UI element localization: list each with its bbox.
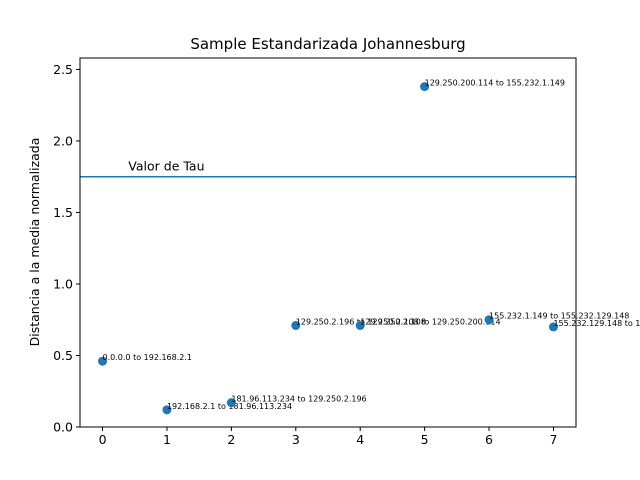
threshold-label: Valor de Tau — [128, 159, 204, 174]
y-tick-label-3: 1.5 — [53, 205, 73, 220]
point-label-4: 129.250.2.108 to 129.250.200.114 — [360, 317, 500, 326]
x-tick-label-4: 4 — [356, 432, 364, 447]
data-point-1 — [162, 405, 172, 415]
x-tick-label-2: 2 — [227, 432, 235, 447]
x-tick-label-1: 1 — [163, 432, 171, 447]
point-label-5: 129.250.200.114 to 155.232.1.149 — [425, 79, 565, 88]
x-tick-label-0: 0 — [99, 432, 107, 447]
data-point-0 — [98, 356, 108, 366]
chart-title: Sample Estandarizada Johannesburg — [190, 35, 465, 53]
y-axis-label: Distancia a la media normalizada — [27, 138, 42, 347]
data-point-7 — [548, 322, 558, 332]
x-tick-label-5: 5 — [421, 432, 429, 447]
y-tick-label-2: 1.0 — [53, 276, 73, 291]
data-point-5 — [420, 82, 430, 92]
point-label-2: 181.96.113.234 to 129.250.2.196 — [231, 395, 366, 404]
y-tick-label-5: 2.5 — [53, 62, 73, 77]
plot-frame — [79, 57, 577, 428]
y-tick-label-4: 2.0 — [53, 133, 73, 148]
x-tick-label-7: 7 — [549, 432, 557, 447]
y-tick-label-1: 0.5 — [53, 348, 73, 363]
point-label-6: 155.232.1.149 to 155.232.129.148 — [489, 312, 629, 321]
data-point-2 — [226, 398, 236, 408]
data-point-3 — [291, 320, 301, 330]
data-point-4 — [355, 320, 365, 330]
y-tick-label-0: 0.0 — [53, 420, 73, 435]
x-tick-label-3: 3 — [292, 432, 300, 447]
x-tick-label-6: 6 — [485, 432, 493, 447]
point-label-7: 155.232.129.148 to 196.25.64.66 — [553, 319, 640, 328]
data-point-6 — [484, 315, 494, 325]
point-label-0: 0.0.0.0 to 192.168.2.1 — [103, 353, 192, 362]
